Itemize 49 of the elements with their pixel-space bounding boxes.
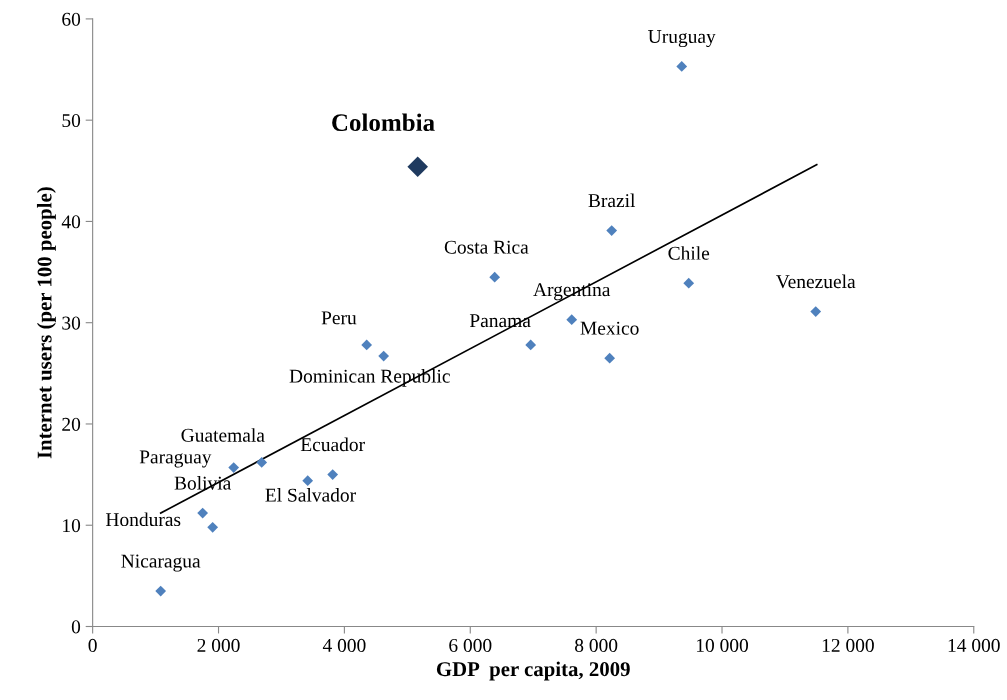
point bbox=[606, 225, 618, 236]
point bbox=[327, 469, 339, 480]
annotation: Honduras bbox=[105, 512, 181, 527]
y-tick-label: 40 bbox=[61, 215, 81, 229]
annotation: Nicaragua bbox=[121, 554, 201, 572]
point bbox=[676, 61, 688, 72]
annotation: Venezuela bbox=[776, 274, 856, 289]
point bbox=[810, 306, 822, 317]
annotation: Brazil bbox=[588, 193, 636, 208]
y-tick-label: 0 bbox=[71, 620, 81, 634]
x-tick-label: 8 000 bbox=[575, 638, 618, 652]
annotation: Uruguay bbox=[648, 30, 716, 48]
x-tick-label: 10 000 bbox=[696, 638, 749, 652]
annotation: Colombia bbox=[332, 113, 435, 132]
annotation: Mexico bbox=[580, 321, 639, 335]
point bbox=[683, 277, 695, 289]
x-tick-label: 0 bbox=[88, 638, 97, 652]
point bbox=[302, 475, 314, 487]
point bbox=[489, 271, 501, 283]
annotation: El Salvador bbox=[265, 488, 356, 502]
annotation: Peru bbox=[321, 311, 357, 325]
point bbox=[525, 339, 537, 351]
point bbox=[378, 350, 390, 362]
annotation: Ecuador bbox=[300, 437, 365, 452]
annotation: Costa Rica bbox=[444, 240, 529, 254]
x-axis-title: GDP per capita, 2009 bbox=[436, 661, 630, 681]
x-tick-label: 14 000 bbox=[948, 638, 1000, 652]
y-tick-label: 20 bbox=[62, 417, 81, 431]
y-axis-title: Internet users (per 100 people) bbox=[36, 187, 56, 459]
point bbox=[361, 339, 373, 351]
point bbox=[155, 585, 167, 597]
y-tick-label: 30 bbox=[62, 316, 81, 330]
point bbox=[407, 156, 429, 178]
point bbox=[604, 352, 616, 364]
y-tick-label: 60 bbox=[62, 12, 81, 26]
x-tick-label: 4 000 bbox=[322, 638, 366, 652]
annotation: Paraguay bbox=[139, 450, 212, 468]
point bbox=[207, 521, 219, 533]
point bbox=[566, 314, 578, 326]
annotation: Guatemala bbox=[181, 428, 265, 442]
x-tick-label: 12 000 bbox=[822, 638, 874, 652]
y-tick-label: 50 bbox=[62, 113, 81, 128]
point bbox=[256, 457, 268, 468]
annotation: Chile bbox=[668, 246, 710, 260]
point bbox=[228, 462, 240, 473]
y-tick-label: 10 bbox=[63, 519, 81, 533]
point bbox=[197, 507, 209, 519]
x-tick-label: 6 000 bbox=[449, 638, 492, 652]
x-tick-label: 2 000 bbox=[197, 638, 240, 652]
